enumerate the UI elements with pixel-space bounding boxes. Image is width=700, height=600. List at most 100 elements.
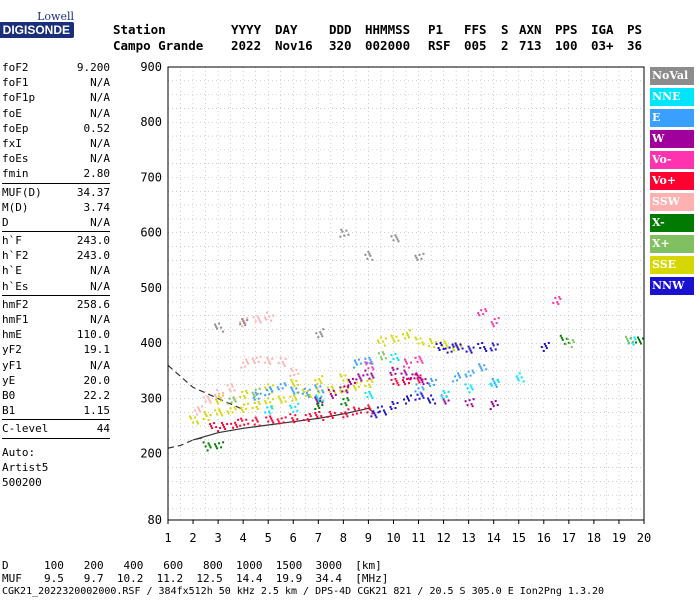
echo-point xyxy=(484,308,487,311)
echo-point xyxy=(277,395,280,398)
echo-point xyxy=(326,415,329,418)
echo-point xyxy=(344,411,347,414)
echo-point xyxy=(466,404,469,407)
echo-point xyxy=(316,383,319,386)
echo-point xyxy=(418,253,421,256)
echo-point xyxy=(543,343,546,345)
hdr-ps-label: PS xyxy=(627,22,643,37)
param-value: N/A xyxy=(90,215,110,229)
param-value: 243.0 xyxy=(76,249,110,263)
echo-point xyxy=(368,377,371,380)
legend: NoVal NNE E W Vo- Vo+ SSW X- X+ SSE NNW xyxy=(650,67,694,298)
echo-point xyxy=(371,258,374,261)
echo-point xyxy=(438,349,441,351)
echo-point xyxy=(242,320,245,323)
echo-point xyxy=(403,365,405,368)
echo-point xyxy=(222,391,225,394)
echo-point xyxy=(244,365,247,368)
echo-point xyxy=(396,367,399,370)
echo-point xyxy=(269,386,272,389)
echo-point xyxy=(416,377,419,380)
echo-point xyxy=(241,408,244,411)
echo-point xyxy=(303,387,306,390)
divider xyxy=(2,437,110,439)
param-value: N/A xyxy=(90,313,110,326)
echo-point xyxy=(330,385,333,388)
echo-point xyxy=(308,388,311,391)
echo-point xyxy=(477,312,480,315)
echo-point xyxy=(367,367,370,370)
echo-point xyxy=(371,362,374,365)
param-value: 0.52 xyxy=(83,121,111,135)
echo-point xyxy=(282,362,285,365)
echo-point xyxy=(206,395,209,398)
echo-point xyxy=(208,399,211,402)
param-value: 243.0 xyxy=(76,234,110,248)
echo-point xyxy=(347,387,350,390)
echo-point xyxy=(411,373,414,376)
echo-point xyxy=(215,445,218,448)
echo-point xyxy=(354,361,357,364)
echo-point xyxy=(241,390,244,393)
echo-point xyxy=(239,424,242,427)
echo-point xyxy=(259,392,262,395)
echo-point xyxy=(268,410,271,413)
echo-point xyxy=(497,317,500,320)
echo-point xyxy=(270,417,273,420)
echo-point xyxy=(566,338,569,341)
echo-point xyxy=(236,425,239,428)
echo-point xyxy=(271,390,274,393)
x-tick-label: 8 xyxy=(340,531,347,545)
echo-point xyxy=(347,380,350,383)
echo-point xyxy=(633,336,636,339)
echo-point xyxy=(245,358,248,361)
echo-point xyxy=(340,375,343,378)
echo-point xyxy=(492,405,495,407)
auto-code: 500200 xyxy=(2,475,42,489)
echo-point xyxy=(264,400,267,403)
echo-point xyxy=(220,412,223,415)
echo-point xyxy=(422,343,425,346)
echo-point xyxy=(346,391,349,394)
param-row: foEs N/A xyxy=(2,151,110,166)
echo-point xyxy=(314,379,317,382)
echo-point xyxy=(353,359,356,362)
echo-point xyxy=(635,341,637,344)
param-key: yF1 xyxy=(2,358,22,372)
echo-point xyxy=(420,379,423,382)
digisonde-logo: Lowell DIGISONDE xyxy=(0,10,74,42)
echo-point xyxy=(207,442,210,445)
auto-method: Artist5 xyxy=(2,460,49,474)
echo-point xyxy=(439,342,442,344)
echo-point xyxy=(267,397,270,400)
legend-item-nne: NNE xyxy=(650,88,694,106)
echo-point xyxy=(318,391,321,394)
echo-point xyxy=(390,354,393,356)
param-value: 1.15 xyxy=(83,404,111,418)
hdr-yyyy-label: YYYY xyxy=(231,22,262,37)
echo-point xyxy=(415,372,418,375)
echo-point xyxy=(318,407,321,409)
echo-point xyxy=(540,346,543,348)
echo-point xyxy=(244,396,247,399)
echo-point xyxy=(246,317,249,320)
echo-point xyxy=(295,368,298,371)
echo-point xyxy=(228,397,231,400)
echo-point xyxy=(352,366,355,369)
x-tick-label: 5 xyxy=(265,531,272,545)
echo-point xyxy=(290,386,293,389)
echo-point xyxy=(307,420,310,423)
footer-d-row: D 100 200 400 600 800 1000 1500 3000 [km] xyxy=(2,559,382,572)
echo-point xyxy=(489,408,492,410)
x-tick-label: 4 xyxy=(240,531,247,545)
echo-point xyxy=(395,335,398,338)
hdr-iga-label: IGA xyxy=(591,22,614,37)
echo-point xyxy=(377,341,380,344)
echo-point xyxy=(490,384,493,387)
echo-point xyxy=(552,302,555,304)
param-value: N/A xyxy=(90,358,110,372)
echo-point xyxy=(481,369,484,372)
echo-point xyxy=(364,361,367,364)
param-row: h`F 243.0 xyxy=(2,233,110,248)
echo-point xyxy=(416,258,419,261)
